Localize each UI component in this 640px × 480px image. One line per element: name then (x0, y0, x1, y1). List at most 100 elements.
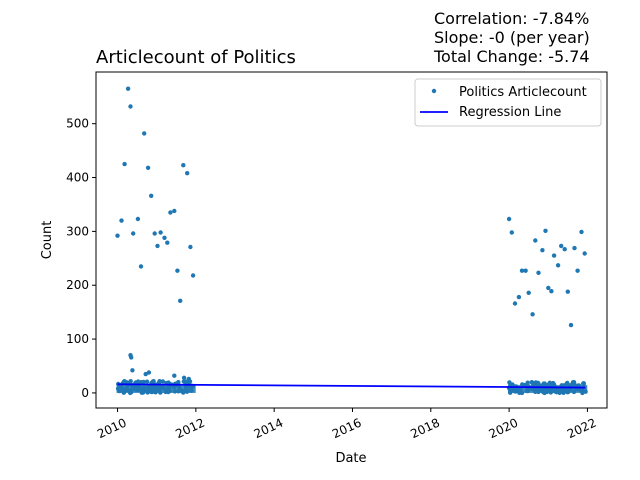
data-point (185, 171, 190, 176)
data-point (125, 86, 131, 91)
data-point (526, 290, 531, 295)
data-point (565, 388, 570, 393)
regression-line (117, 383, 586, 389)
x-tick-label: 2016 (330, 416, 364, 442)
data-point (138, 380, 144, 385)
data-point (122, 161, 127, 167)
data-point (549, 289, 554, 294)
data-point (151, 379, 156, 384)
plot-frame (96, 72, 607, 408)
data-point (518, 388, 523, 394)
y-tick-label: 500 (66, 117, 89, 131)
data-point (509, 230, 514, 235)
data-point (533, 238, 538, 243)
y-tick-label: 100 (66, 332, 89, 346)
y-tick-label: 0 (81, 386, 89, 400)
data-point (559, 243, 564, 249)
data-point (152, 387, 158, 393)
data-point (115, 233, 120, 238)
data-point (512, 389, 517, 394)
data-point (138, 264, 144, 269)
data-point (545, 382, 551, 387)
data-point (162, 235, 167, 240)
data-point (178, 298, 183, 303)
y-axis-label: Count (40, 221, 55, 260)
data-point (555, 263, 561, 268)
data-point (516, 294, 522, 300)
data-point (122, 388, 127, 393)
data-point (156, 387, 162, 392)
x-tick-label: 2018 (408, 416, 442, 442)
scatter-points (115, 86, 587, 382)
data-point (581, 381, 586, 386)
data-point (520, 382, 525, 387)
data-point (146, 370, 152, 375)
data-point (583, 389, 588, 394)
data-point (190, 273, 196, 278)
legend-label-regression: Regression Line (459, 105, 561, 120)
data-point (165, 240, 170, 245)
data-point (129, 355, 134, 360)
legend-marker-points (431, 88, 437, 94)
data-point (155, 243, 160, 249)
data-point (181, 375, 187, 380)
data-point (533, 389, 538, 394)
data-point (160, 379, 166, 384)
data-point (562, 247, 567, 252)
data-point (530, 312, 535, 317)
data-point (145, 390, 150, 395)
data-point (142, 131, 147, 136)
data-point (525, 388, 530, 394)
data-point (551, 253, 557, 258)
x-axis-label: Date (335, 451, 366, 466)
data-point (118, 386, 123, 391)
data-point (146, 384, 151, 390)
data-point (128, 390, 133, 396)
data-point (181, 390, 186, 395)
chart-title: Articlecount of Politics (96, 47, 296, 68)
data-point (131, 231, 136, 236)
data-point (172, 208, 177, 214)
legend-box (414, 78, 602, 127)
y-tick-label: 400 (66, 171, 89, 185)
plot-border (95, 71, 608, 409)
regression-layer (117, 383, 586, 389)
data-point (141, 386, 146, 392)
legend-label-points: Politics Articlecount (459, 85, 587, 100)
data-point (188, 244, 193, 250)
data-point (512, 301, 518, 306)
data-point (565, 289, 570, 294)
data-point (543, 228, 548, 233)
data-point (152, 231, 157, 236)
data-point (119, 218, 124, 223)
data-point (172, 389, 178, 394)
data-point (145, 165, 151, 170)
data-point (555, 389, 561, 394)
x-tick-label: 2020 (487, 416, 521, 442)
plot-area (95, 71, 608, 409)
slope-stat: Slope: -0 (per year) (434, 28, 590, 47)
data-point (184, 389, 190, 394)
data-point (568, 322, 574, 328)
data-point (161, 386, 166, 391)
data-point (580, 387, 585, 392)
data-point (128, 104, 133, 109)
y-axis: 0 100 200 300 400 500 (66, 117, 96, 400)
y-tick-label: 200 (66, 278, 89, 292)
legend: Politics Articlecount Regression Line (414, 78, 602, 127)
data-point (183, 379, 189, 384)
x-tick-label: 2014 (252, 416, 286, 442)
data-point (523, 268, 528, 273)
data-point (149, 193, 154, 198)
data-point (579, 229, 584, 235)
data-point (135, 216, 141, 222)
data-point (546, 285, 551, 291)
x-tick-label: 2022 (565, 416, 599, 442)
data-point (572, 245, 577, 251)
x-tick-label: 2012 (173, 416, 207, 442)
data-point (519, 268, 525, 273)
data-point (550, 381, 555, 387)
data-point (571, 380, 577, 385)
data-point (177, 385, 182, 391)
